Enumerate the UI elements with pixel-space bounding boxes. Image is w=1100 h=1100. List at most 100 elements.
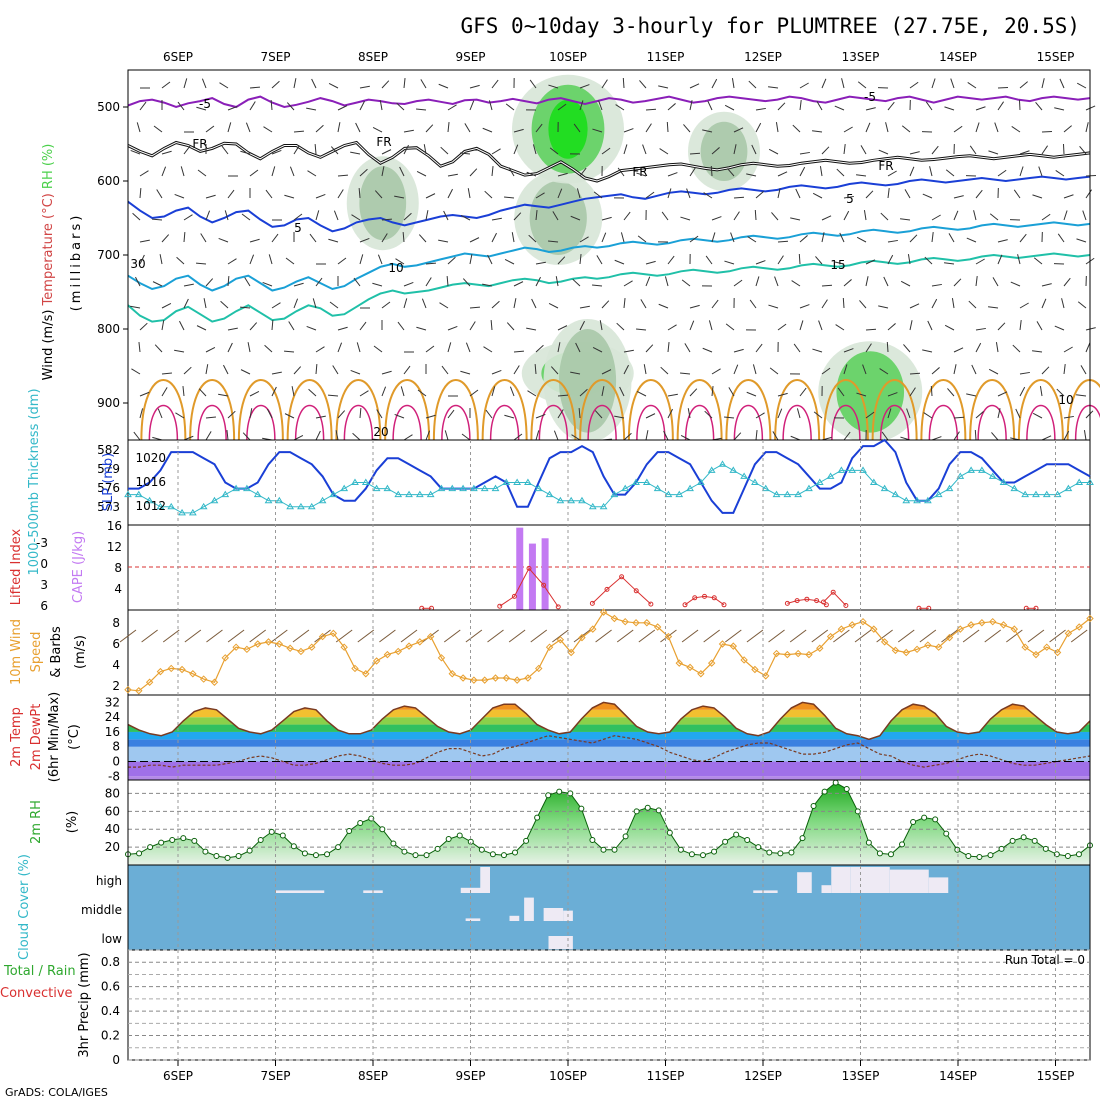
wind-speed-point (751, 665, 759, 674)
wind-speed-point (1086, 614, 1094, 623)
isotherm-loop-inner (684, 405, 715, 441)
isotherm-loop-inner (343, 405, 374, 441)
wind-barb (667, 324, 677, 331)
wind-barb (931, 298, 938, 309)
wind-barb (904, 189, 911, 199)
wind-barb (768, 148, 779, 155)
wind-barb (975, 276, 978, 287)
lifted-index-line (823, 591, 847, 606)
thickness-point (880, 484, 889, 492)
wind-speed-point (513, 676, 521, 684)
wind-barb (1019, 233, 1027, 243)
wind-barb (925, 101, 933, 111)
thickness-point (145, 496, 154, 504)
wind-barb (1061, 298, 1065, 309)
wind-barb (270, 99, 273, 111)
rh-point (169, 836, 176, 843)
wind-barb (306, 107, 317, 111)
isotherm-loop-inner (197, 405, 227, 441)
thickness-point (502, 478, 511, 485)
cloud-block (889, 869, 929, 893)
wind-barb (812, 192, 823, 199)
wind-barb (1033, 257, 1043, 265)
isotherm-loop (1017, 379, 1064, 441)
wind-barb (286, 102, 295, 111)
thickness-point (729, 466, 738, 473)
wind-barb (227, 629, 245, 643)
rh-point (456, 832, 463, 839)
isotherm-loop-inner (587, 405, 617, 441)
wind-barb (821, 232, 825, 243)
cloud-block (275, 890, 325, 893)
wind-barb (1017, 254, 1021, 265)
rh-shade-max (548, 99, 588, 159)
wind-barb (535, 430, 540, 441)
wind-barb (811, 629, 829, 643)
thickness-ylabel: 1000-500mb Thickness (dm) (27, 388, 42, 575)
wind-barb (975, 106, 986, 111)
wind-speed-point (859, 617, 867, 626)
wind-barb (687, 408, 691, 419)
rh-point (622, 833, 629, 840)
thickness-tick: 582 (97, 443, 120, 457)
wind-barb (183, 283, 194, 287)
wind-barb (601, 386, 605, 397)
wind-barb (790, 435, 801, 441)
cloud-block (465, 918, 481, 921)
wind-barb (531, 298, 537, 309)
thickness-point (524, 478, 532, 485)
rh-point (600, 846, 607, 853)
wind-barb (752, 364, 757, 375)
wind-barb (601, 300, 610, 309)
rh-point (677, 846, 684, 853)
wind-tick: 6 (112, 637, 120, 651)
rh-point (788, 849, 795, 856)
wind-barb (183, 214, 193, 221)
rh-point (147, 844, 154, 851)
thickness-point (826, 472, 835, 479)
wind-barb (636, 328, 647, 331)
wind-speed-point (664, 632, 673, 641)
thickness-point (405, 490, 413, 498)
wind-barb (988, 306, 999, 309)
wind-barb (491, 232, 497, 243)
wind-barb (161, 320, 165, 331)
wind-speed-point (1064, 629, 1073, 638)
wind-barb (224, 210, 229, 221)
temp-bands (128, 702, 1090, 780)
wind-barb (206, 629, 223, 643)
wind-barb (931, 145, 939, 155)
wind-barb (592, 284, 603, 287)
wind-barb (686, 188, 691, 199)
lifted-index-point (589, 600, 595, 606)
wind-barb (962, 629, 980, 643)
wind-speed-point (934, 643, 943, 651)
wind-barb (777, 323, 787, 331)
wind-barb (425, 345, 435, 353)
wind-barb (755, 107, 766, 111)
wind-barb (291, 386, 295, 397)
wind-barb (508, 167, 515, 177)
wind-speed-point (707, 659, 716, 667)
thickness-point (967, 466, 975, 473)
wind-barb (373, 345, 383, 353)
wind-barb (929, 166, 933, 177)
wind-barb (1012, 344, 1021, 353)
isotherm-loop (969, 379, 1016, 441)
wind-barb (1041, 366, 1050, 375)
wind-speed-point (653, 623, 662, 631)
wind-barb (1010, 281, 1021, 287)
wind-barb (161, 150, 172, 155)
wind-speed-point (762, 672, 770, 680)
rh-point (777, 850, 784, 857)
wind-barb (623, 144, 628, 155)
wind-barb (528, 234, 537, 243)
rh-point (500, 852, 507, 859)
thickness-point (1086, 478, 1094, 485)
wind-barb (241, 213, 251, 221)
wind-barb (337, 326, 348, 331)
wind-barb (425, 262, 437, 265)
wind-barb (1041, 78, 1045, 89)
wind-barb (975, 258, 985, 265)
wind-speed-point (589, 625, 597, 633)
